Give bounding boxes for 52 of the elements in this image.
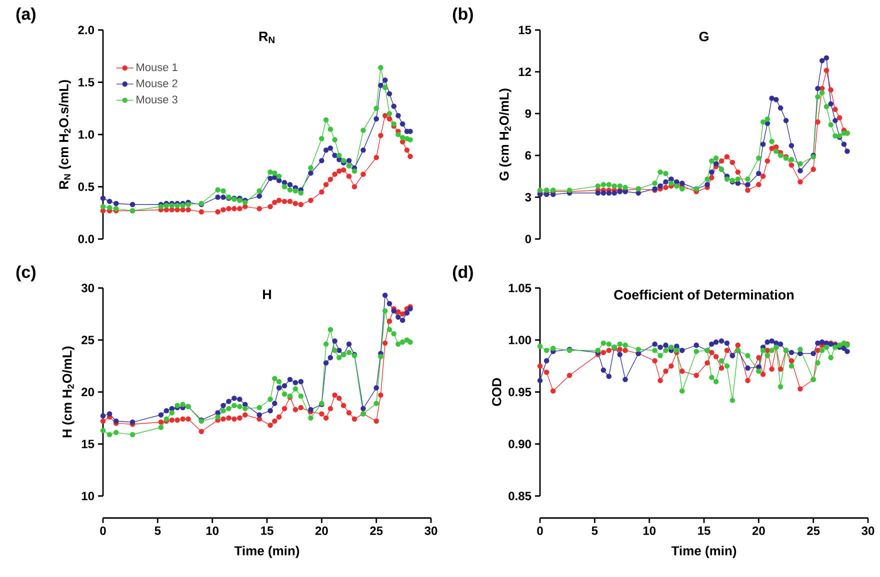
legend-label: Mouse 2 [136, 79, 178, 88]
y-tick-label: 1.05 [508, 284, 532, 292]
x-axis-title: Time (min) [234, 546, 300, 558]
x-tick-label: 5 [154, 526, 161, 535]
x-tick-label: 20 [315, 526, 328, 536]
x-tick-label: 0 [537, 526, 543, 536]
x-tick-label: 5 [592, 526, 598, 535]
y-tick-label: 0.0 [78, 234, 94, 244]
y-axis-title: G (cm H$_{2}$O/mL) [499, 88, 512, 180]
chart-title: R$_{N}$ [259, 32, 274, 44]
y-tick-label: 15 [518, 26, 532, 34]
y-tick-label: 1.0 [78, 130, 94, 139]
y-tick-label: 3 [525, 192, 532, 202]
text: (a) [16, 7, 36, 24]
legend-label: Mouse 3 [136, 96, 178, 104]
x-tick-label: 10 [643, 526, 656, 536]
y-axis-title: H (cm H$_{2}$O/mL) [62, 346, 74, 438]
text: (b) [452, 7, 473, 24]
y-tick-label: 0.95 [508, 388, 532, 396]
chart-title: H [263, 290, 271, 299]
x-tick-label: 30 [424, 526, 438, 536]
y-tick-label: 25 [82, 336, 94, 344]
y-tick-label: 0 [525, 234, 531, 244]
x-tick-label: 10 [206, 526, 219, 536]
y-tick-label: 0.90 [508, 440, 531, 448]
x-tick-label: 15 [698, 526, 710, 535]
y-tick-label: 30 [81, 284, 94, 292]
y-axis-title: R$_{N}$ (cm H$_{2}$O.s/mL) [58, 80, 71, 189]
y-tick-label: 1.5 [78, 78, 94, 86]
y-tick-label: 15 [82, 440, 94, 448]
x-tick-label: 15 [261, 526, 274, 535]
legend-label: Mouse 1 [136, 63, 178, 72]
x-tick-label: 25 [807, 526, 820, 536]
x-tick-label: 30 [862, 526, 874, 536]
y-tick-label: 10 [82, 492, 94, 500]
y-tick-label: 0.85 [508, 492, 532, 500]
chart-title: G [699, 32, 708, 42]
y-tick-label: 2.0 [78, 26, 94, 34]
y-tick-label: 12 [518, 68, 531, 76]
text: (d) [452, 266, 473, 282]
y-axis-title: COD [492, 378, 502, 406]
x-tick-label: 20 [752, 526, 765, 536]
y-tick-label: 9 [525, 109, 532, 118]
y-tick-label: 1.00 [508, 336, 531, 344]
x-axis-title: Time (min) [671, 546, 736, 558]
x-tick-label: 0 [100, 526, 106, 536]
y-tick-label: 20 [82, 388, 94, 396]
y-tick-label: 6 [525, 151, 532, 160]
y-tick-label: 0.5 [78, 182, 94, 191]
x-tick-label: 25 [370, 526, 383, 536]
text: (c) [16, 266, 36, 282]
chart-title: Coefficient of Determination [614, 290, 794, 300]
